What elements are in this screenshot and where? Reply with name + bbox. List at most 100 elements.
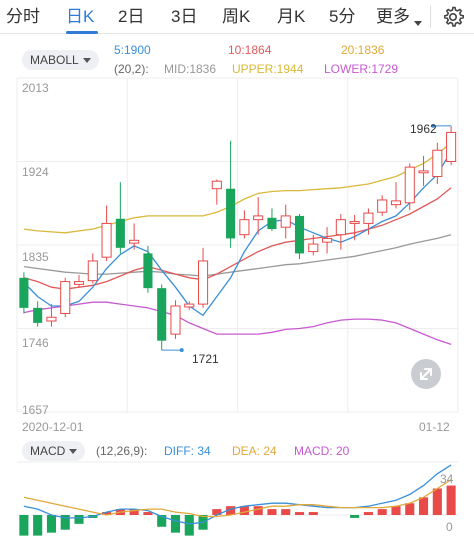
price-axis-bottom: 1657 (22, 403, 49, 417)
active-tab-indicator (66, 31, 98, 34)
candle-body (211, 180, 222, 190)
low-marker-dot (179, 348, 184, 353)
tab-timeshare[interactable]: 分时 (6, 7, 40, 26)
candle-body (280, 215, 291, 228)
candle-body (184, 303, 195, 308)
macd-bar (294, 512, 305, 515)
macd-bar (267, 509, 277, 515)
macd-axis-bottom: 0 (446, 520, 453, 534)
price-axis-1746: 1746 (22, 336, 49, 350)
candle-body (294, 215, 305, 254)
candle-body (377, 199, 388, 213)
candle-body (226, 188, 236, 239)
high-price-label: 1962 (410, 122, 437, 136)
candle-body (19, 277, 29, 308)
macd-axis-top: 34 (440, 472, 454, 486)
macd-bar (377, 509, 387, 515)
ma10-value: 10:1864 (228, 43, 272, 57)
low-price-label: 1721 (192, 352, 219, 366)
candle-body (170, 305, 181, 335)
candle-body (87, 260, 98, 282)
ma5-line (23, 150, 452, 317)
fullscreen-button[interactable] (411, 359, 441, 389)
candle-body (418, 170, 429, 174)
macd-bar (184, 515, 194, 536)
boll-lower-line (23, 301, 452, 346)
date-axis-start: 2020-12-01 (22, 420, 84, 434)
macd-bar (281, 509, 291, 515)
macd-bar (308, 512, 318, 515)
macd-bar (19, 515, 29, 536)
price-axis-1835: 1835 (22, 250, 49, 264)
macd-bar (33, 515, 43, 536)
candle-body (349, 221, 360, 224)
boll-params: (20,2): (114, 62, 149, 76)
tab-more[interactable]: 更多 (376, 7, 410, 26)
chevron-down-icon (82, 58, 91, 64)
macd-bar (432, 488, 442, 515)
ma5-value: 5:1900 (114, 43, 151, 57)
candle-body (197, 260, 209, 305)
ma20-value: 20:1836 (341, 43, 385, 57)
price-axis-1924: 1924 (22, 165, 49, 179)
macd-bar (170, 515, 181, 533)
macd-bar (157, 515, 167, 527)
macd-bar (102, 512, 112, 515)
candle-body (404, 166, 415, 204)
macd-dea-value: DEA: 24 (232, 444, 277, 458)
tab-daily-k[interactable]: 日K (66, 7, 95, 26)
macd-bar (350, 515, 360, 518)
macd-hist-value: MACD: 20 (294, 444, 350, 458)
macd-dea-line (23, 479, 452, 518)
period-tab-bar: 分时 日K 2日 3日 周K 月K 5分 更多 (0, 0, 474, 34)
macd-bar (405, 503, 415, 515)
tab-3day[interactable]: 3日 (171, 7, 198, 26)
high-marker-dot (431, 123, 436, 128)
candle-body (60, 281, 71, 314)
main-indicator-label: MABOLL (30, 53, 79, 67)
candle-body (267, 217, 277, 230)
tab-5min[interactable]: 5分 (329, 7, 356, 26)
macd-bar (239, 506, 249, 515)
sub-indicator-label: MACD (30, 444, 66, 458)
macd-bar (446, 485, 456, 515)
boll-upper-value: UPPER:1944 (232, 62, 304, 76)
candle-body (143, 253, 153, 289)
candle-body (115, 218, 125, 248)
candle-body (253, 215, 264, 221)
macd-bar (74, 515, 84, 524)
expand-icon (420, 368, 432, 380)
candle-body (46, 316, 57, 322)
macd-bar (363, 512, 373, 515)
macd-bar (226, 506, 236, 515)
candle-body (432, 149, 443, 178)
chevron-down-icon (414, 21, 422, 26)
main-indicator-selector[interactable]: MABOLL (22, 50, 99, 70)
chevron-down-icon (69, 449, 78, 455)
macd-diff-value: DIFF: 34 (164, 444, 211, 458)
date-axis-end: 01-12 (419, 420, 450, 434)
macd-diff-line (23, 464, 452, 525)
tab-weekly-k[interactable]: 周K (222, 7, 251, 26)
price-axis-top: 2013 (22, 81, 49, 95)
candle-body (33, 307, 43, 323)
macd-bar (391, 506, 401, 515)
tab-monthly-k[interactable]: 月K (277, 7, 306, 26)
macd-bar (418, 497, 429, 515)
sub-indicator-selector[interactable]: MACD (22, 441, 86, 461)
candle-body (363, 212, 374, 224)
macd-params: (12,26,9): (96, 444, 148, 458)
macd-bar (60, 515, 70, 530)
macd-bar (46, 515, 57, 533)
tab-2day[interactable]: 2日 (118, 7, 145, 26)
candle-body (157, 288, 167, 341)
candle-body (308, 243, 319, 253)
tab-divider (430, 6, 431, 28)
boll-lower-value: LOWER:1729 (324, 62, 399, 76)
candle-body (390, 200, 402, 206)
macd-bar (143, 512, 153, 515)
candle-body (239, 219, 250, 236)
candle-body (335, 219, 346, 236)
gear-icon[interactable] (441, 5, 465, 29)
